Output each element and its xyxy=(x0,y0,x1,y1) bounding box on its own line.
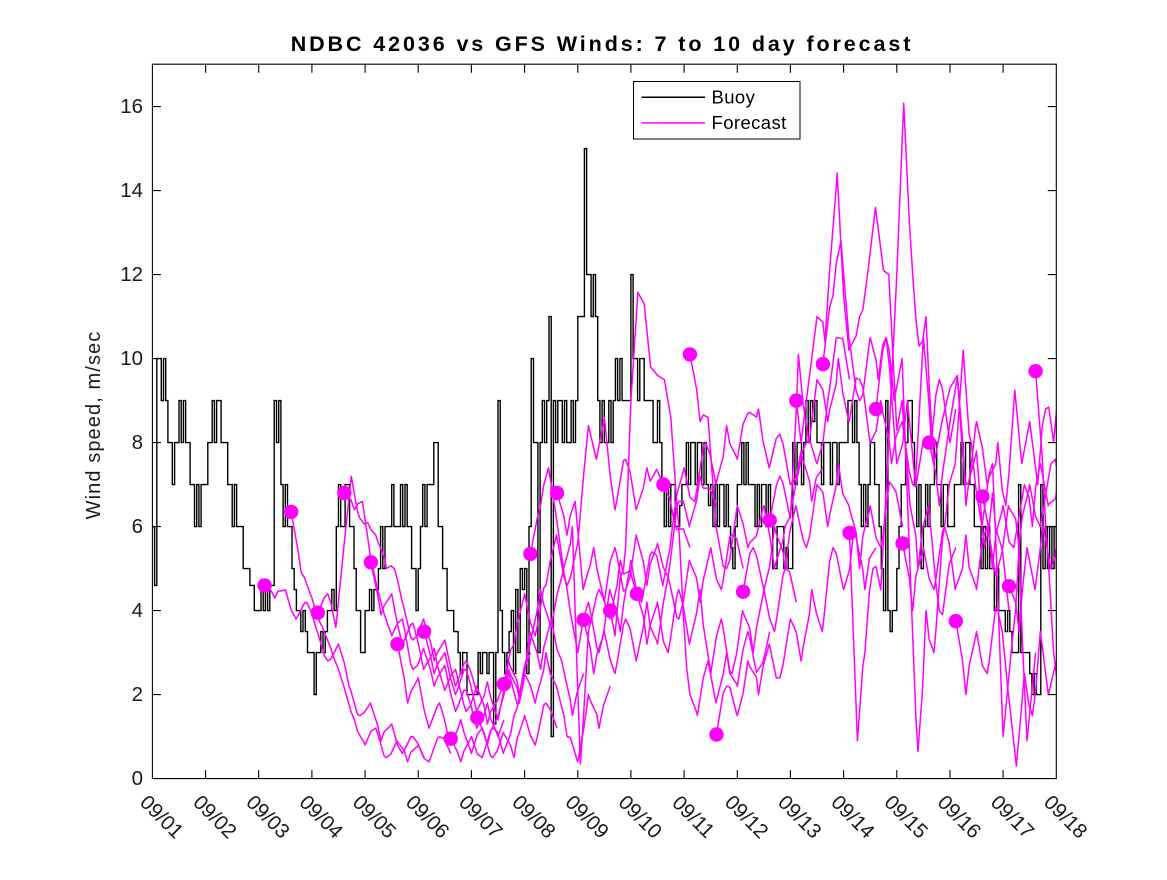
svg-text:2: 2 xyxy=(132,683,143,706)
svg-text:8: 8 xyxy=(132,431,143,454)
svg-text:14: 14 xyxy=(120,179,143,202)
svg-text:12: 12 xyxy=(120,263,143,286)
svg-text:10: 10 xyxy=(120,347,143,370)
svg-text:Buoy: Buoy xyxy=(712,86,756,107)
svg-text:Wind speed, m/sec: Wind speed, m/sec xyxy=(83,331,105,520)
svg-text:NDBC 42036 vs GFS Winds: 7 to: NDBC 42036 vs GFS Winds: 7 to 10 day for… xyxy=(291,32,914,56)
svg-text:4: 4 xyxy=(132,599,143,622)
svg-text:Forecast: Forecast xyxy=(712,112,787,133)
svg-text:0: 0 xyxy=(132,767,143,790)
svg-text:16: 16 xyxy=(120,95,143,118)
svg-text:6: 6 xyxy=(132,515,143,538)
